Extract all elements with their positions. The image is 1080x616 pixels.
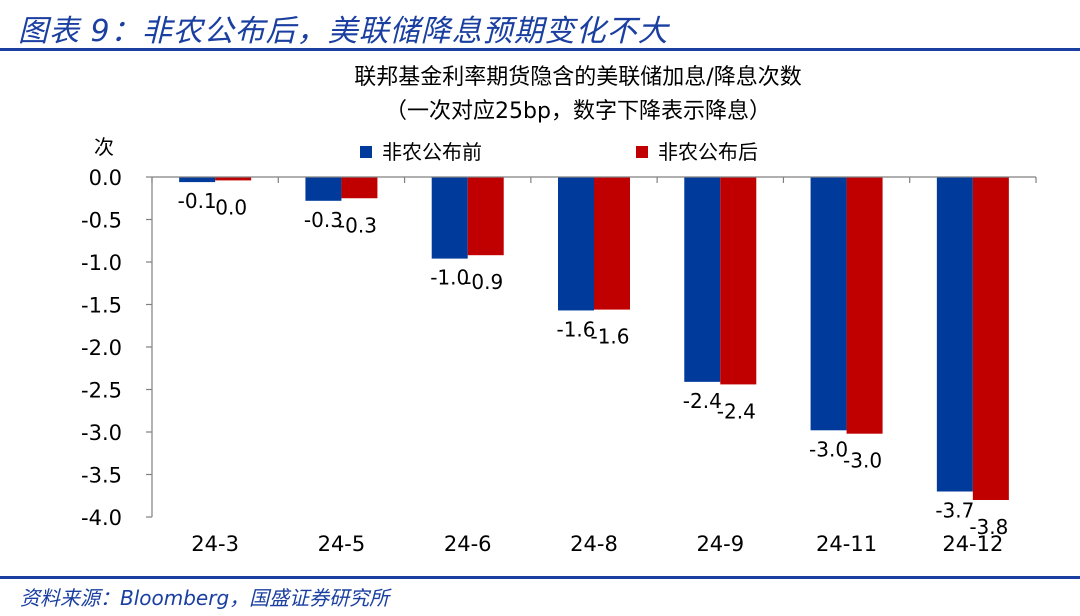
y-tick-label: -1.5 xyxy=(81,294,122,318)
y-tick-label: -2.0 xyxy=(81,336,122,360)
header-rule xyxy=(0,48,1080,51)
bar-series-2 xyxy=(215,177,252,181)
data-label: -0.9 xyxy=(464,270,503,294)
data-label: -2.4 xyxy=(717,399,756,423)
y-tick-label: -4.0 xyxy=(81,506,122,530)
x-axis: 24-3 24-5 24-6 24-8 24-9 24-11 24-12 xyxy=(151,176,1037,556)
bar-series-2 xyxy=(594,177,630,310)
bar-series-1 xyxy=(305,177,342,201)
bar-series-2 xyxy=(846,177,883,434)
data-label: -1.0 xyxy=(430,266,469,290)
bar-chart: 联邦基金利率期货隐含的美联储加息/降息次数 （一次对应25bp，数字下降表示降息… xyxy=(81,65,1037,556)
data-label: 0.0 xyxy=(215,195,247,219)
data-label: -1.6 xyxy=(590,325,629,349)
legend-swatch xyxy=(636,146,648,158)
y-tick-label: -3.0 xyxy=(81,421,122,445)
bar-series-1 xyxy=(684,177,721,382)
bar-series-2 xyxy=(720,177,757,385)
y-tick-label: -1.0 xyxy=(81,251,122,275)
legend-swatch xyxy=(360,146,372,158)
bars-group xyxy=(179,177,1009,500)
bar-series-2 xyxy=(972,177,1009,500)
y-axis: 0.0 -0.5 -1.0 -1.5 -2.0 -2.5 -3.0 -3.5 -4.0 xyxy=(81,166,153,530)
data-label: -1.6 xyxy=(556,317,595,341)
footer-rule xyxy=(0,576,1080,579)
legend-label: 非农公布后 xyxy=(658,140,758,164)
x-category-label: 24-8 xyxy=(570,532,618,556)
bar-series-2 xyxy=(467,177,504,256)
bar-series-1 xyxy=(431,177,468,259)
bar-series-1 xyxy=(936,177,973,492)
figure-title: 图表 9：非农公布后，美联储降息预期变化不大 xyxy=(18,14,669,49)
x-category-label: 24-11 xyxy=(816,532,877,556)
data-label: -3.8 xyxy=(969,515,1008,539)
data-label: -3.0 xyxy=(809,437,848,461)
x-category-label: 24-5 xyxy=(318,532,366,556)
x-category-label: 24-9 xyxy=(696,532,744,556)
bar-series-1 xyxy=(810,177,847,431)
data-label: -3.0 xyxy=(843,449,882,473)
figure-source: 资料来源：Bloomberg，国盛证券研究所 xyxy=(20,586,390,610)
data-label: -0.3 xyxy=(304,208,343,232)
x-category-label: 24-6 xyxy=(444,532,492,556)
legend-item: 非农公布前 xyxy=(360,140,482,164)
x-category-label: 24-3 xyxy=(191,532,239,556)
x-category-label: 24-12 xyxy=(942,532,1003,556)
bar-series-1 xyxy=(558,177,594,311)
y-tick-label: 0.0 xyxy=(89,166,122,190)
chart-subtitle: （一次对应25bp，数字下降表示降息） xyxy=(385,99,771,124)
data-label: -0.1 xyxy=(178,189,217,213)
chart-title: 联邦基金利率期货隐含的美联储加息/降息次数 xyxy=(354,65,801,90)
bar-series-1 xyxy=(179,177,216,183)
legend-item: 非农公布后 xyxy=(636,140,758,164)
legend-label: 非农公布前 xyxy=(382,140,482,164)
data-label: -3.7 xyxy=(935,499,974,523)
y-tick-label: -3.5 xyxy=(81,464,122,488)
data-label: -0.3 xyxy=(338,213,377,237)
y-tick-label: -0.5 xyxy=(81,209,122,233)
data-labels-group: -0.1 -0.3 -1.0 -1.6 -2.4 -3.0 -3.7 0.0 -0.3 -0.9 -… xyxy=(178,189,1009,539)
figure-header: 图表 9：非农公布后，美联储降息预期变化不大 xyxy=(0,0,1080,52)
bar-series-2 xyxy=(341,177,378,199)
y-axis-unit-label: 次 xyxy=(94,135,114,159)
y-tick-label: -2.5 xyxy=(81,379,122,403)
legend: 非农公布前 非农公布后 xyxy=(360,140,758,164)
data-label: -2.4 xyxy=(683,389,722,413)
